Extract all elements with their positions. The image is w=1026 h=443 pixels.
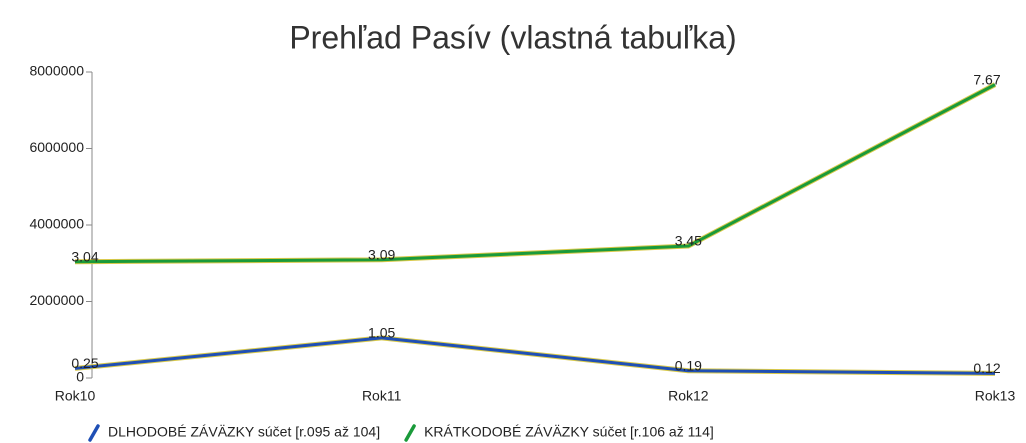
line [74,83,996,264]
y-tick-label: 2000000 [29,292,84,308]
data-label: 3.04 [71,248,98,264]
legend-swatch [404,424,416,442]
data-label: 0.25 [71,355,98,371]
data-label: 3.45 [675,233,702,249]
data-label: 1.05 [368,325,395,341]
data-label: 7.67 [973,71,1000,87]
x-tick-label: Rok11 [362,388,402,404]
x-tick-label: Rok12 [668,388,709,404]
legend-label: KRÁTKODOBÉ ZÁVÄZKY súčet [r.106 až 114] [424,424,714,440]
line [74,336,996,375]
y-tick-label: 0 [76,369,84,385]
y-tick-label: 4000000 [29,216,84,232]
data-label: 0.12 [973,360,1000,376]
data-label: 0.19 [675,357,702,373]
x-tick-label: Rok13 [975,388,1016,404]
legend-label: DLHODOBÉ ZÁVÄZKY súčet [r.095 až 104] [108,424,380,440]
data-label: 3.09 [368,247,395,263]
y-tick-label: 8000000 [29,63,84,79]
line-outline [74,82,997,265]
x-tick-label: Rok10 [55,388,96,404]
chart-title: Prehľad Pasív (vlastná tabuľka) [289,19,736,55]
legend-swatch [88,424,100,442]
y-tick-label: 6000000 [29,139,84,155]
